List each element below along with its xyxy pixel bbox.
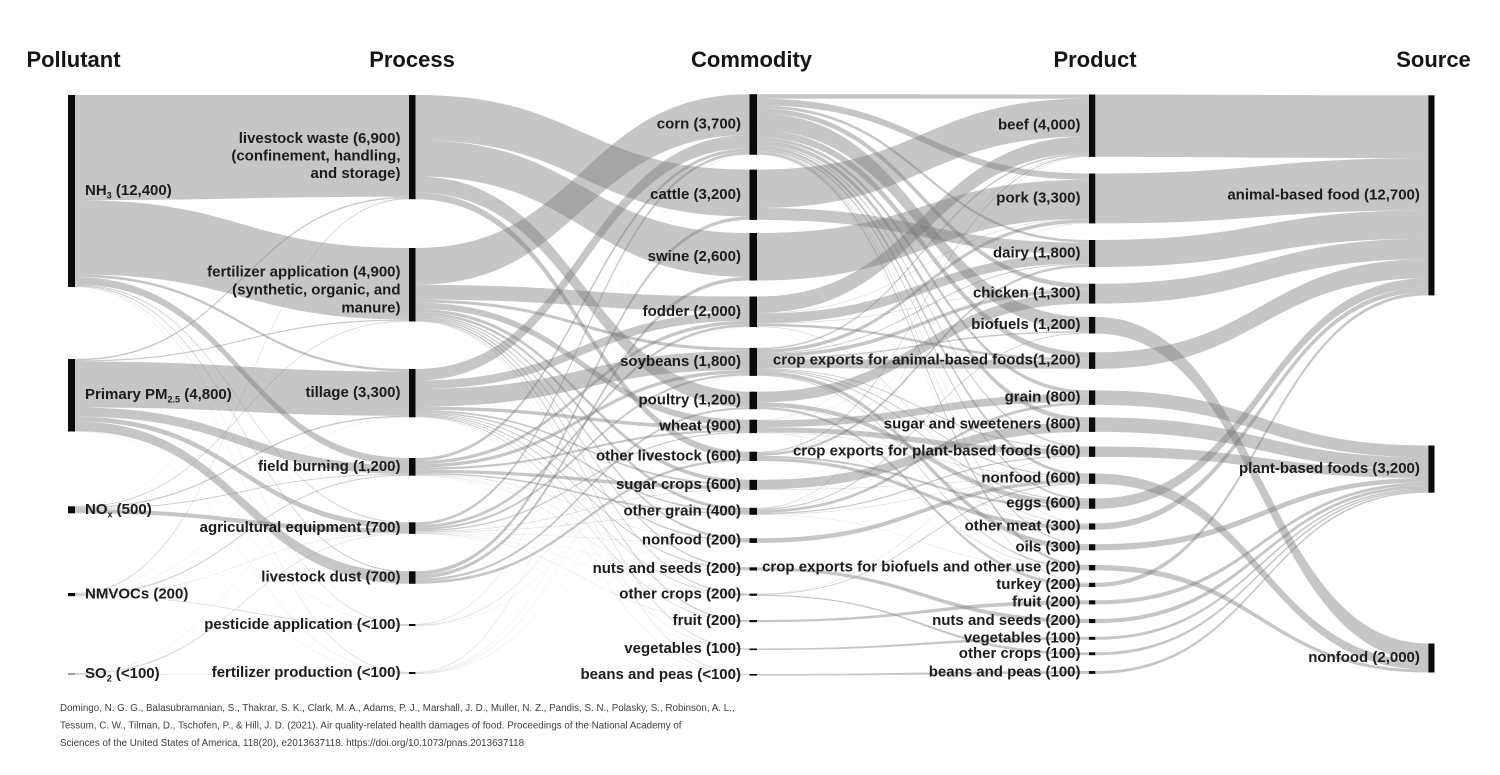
svg-text:swine (2,600): swine (2,600) (648, 248, 741, 265)
svg-text:nonfood (2,000): nonfood (2,000) (1308, 649, 1420, 666)
svg-text:vegetables (100): vegetables (100) (624, 640, 741, 657)
svg-text:Tessum, C. W., Tilman, D., Tsc: Tessum, C. W., Tilman, D., Tschofen, P.,… (60, 721, 682, 732)
svg-text:crop exports for biofuels and: crop exports for biofuels and other use … (762, 559, 1080, 576)
svg-text:Source: Source (1396, 47, 1471, 72)
svg-text:eggs (600): eggs (600) (1006, 495, 1080, 512)
svg-text:SO2 (<100): SO2 (<100) (85, 665, 160, 684)
svg-text:biofuels (1,200): biofuels (1,200) (971, 316, 1080, 333)
svg-text:and storage): and storage) (310, 165, 400, 182)
svg-text:Primary PM2.5 (4,800): Primary PM2.5 (4,800) (85, 386, 232, 405)
svg-text:(confinement, handling,: (confinement, handling, (231, 148, 400, 165)
svg-text:NMVOCs (200): NMVOCs (200) (85, 586, 188, 603)
svg-text:turkey (200): turkey (200) (996, 576, 1080, 593)
svg-text:Pollutant: Pollutant (26, 47, 121, 72)
svg-text:other meat (300): other meat (300) (965, 518, 1081, 535)
svg-text:beans and peas (100): beans and peas (100) (929, 664, 1081, 681)
svg-text:pesticide application (<100): pesticide application (<100) (204, 616, 400, 633)
svg-text:Commodity: Commodity (691, 47, 813, 72)
svg-text:sugar crops (600): sugar crops (600) (616, 476, 741, 493)
svg-text:cattle (3,200): cattle (3,200) (650, 186, 741, 203)
svg-text:crop exports for animal-based: crop exports for animal-based foods(1,20… (773, 352, 1081, 369)
svg-text:Domingo, N. G. G., Balasubrama: Domingo, N. G. G., Balasubramanian, S., … (60, 703, 735, 714)
svg-text:other crops (200): other crops (200) (619, 586, 741, 603)
svg-text:plant-based foods (3,200): plant-based foods (3,200) (1239, 460, 1420, 477)
svg-text:fertilizer application (4,900): fertilizer application (4,900) (207, 263, 400, 280)
svg-text:Process: Process (369, 47, 455, 72)
svg-text:nonfood (200): nonfood (200) (642, 532, 741, 549)
svg-text:crop exports for plant-based f: crop exports for plant-based foods (600) (793, 443, 1081, 460)
svg-text:beef (4,000): beef (4,000) (998, 117, 1081, 134)
svg-text:nuts and seeds (200): nuts and seeds (200) (593, 560, 741, 577)
svg-text:nonfood (600): nonfood (600) (981, 470, 1080, 487)
svg-text:nuts and seeds (200): nuts and seeds (200) (932, 612, 1080, 629)
svg-text:NH3 (12,400): NH3 (12,400) (85, 182, 172, 201)
svg-text:Sciences of the United States: Sciences of the United States of America… (60, 738, 525, 749)
svg-text:chicken (1,300): chicken (1,300) (973, 285, 1081, 302)
svg-text:poultry (1,200): poultry (1,200) (638, 391, 741, 408)
svg-text:corn (3,700): corn (3,700) (657, 116, 741, 133)
svg-text:fruit (200): fruit (200) (1012, 593, 1080, 610)
svg-text:other grain (400): other grain (400) (623, 502, 741, 519)
svg-text:other crops (100): other crops (100) (959, 645, 1081, 662)
svg-text:NOx (500): NOx (500) (85, 501, 152, 520)
svg-text:other livestock (600): other livestock (600) (596, 447, 741, 464)
svg-text:soybeans (1,800): soybeans (1,800) (620, 353, 741, 370)
svg-text:livestock dust (700): livestock dust (700) (261, 569, 400, 586)
svg-text:fertilizer production (<100): fertilizer production (<100) (212, 664, 401, 681)
svg-text:agricultural equipment (700): agricultural equipment (700) (200, 519, 401, 536)
svg-text:tillage (3,300): tillage (3,300) (305, 384, 400, 401)
svg-text:animal-based food (12,700): animal-based food (12,700) (1227, 186, 1420, 203)
svg-text:(synthetic, organic, and: (synthetic, organic, and (232, 282, 400, 299)
svg-text:vegetables (100): vegetables (100) (964, 629, 1081, 646)
svg-text:field burning (1,200): field burning (1,200) (258, 458, 401, 475)
svg-text:livestock waste (6,900): livestock waste (6,900) (239, 130, 401, 147)
svg-text:dairy (1,800): dairy (1,800) (993, 245, 1081, 262)
svg-text:beans and peas (<100): beans and peas (<100) (581, 666, 742, 683)
svg-text:pork (3,300): pork (3,300) (996, 189, 1080, 206)
svg-text:wheat (900): wheat (900) (658, 417, 741, 434)
svg-text:oils (300): oils (300) (1015, 538, 1080, 555)
svg-text:grain (800): grain (800) (1005, 389, 1081, 406)
svg-text:Product: Product (1053, 47, 1137, 72)
svg-text:sugar and sweeteners (800): sugar and sweeteners (800) (884, 416, 1081, 433)
svg-text:fruit (200): fruit (200) (673, 612, 741, 629)
svg-text:manure): manure) (341, 299, 400, 316)
svg-text:fodder (2,000): fodder (2,000) (643, 303, 741, 320)
